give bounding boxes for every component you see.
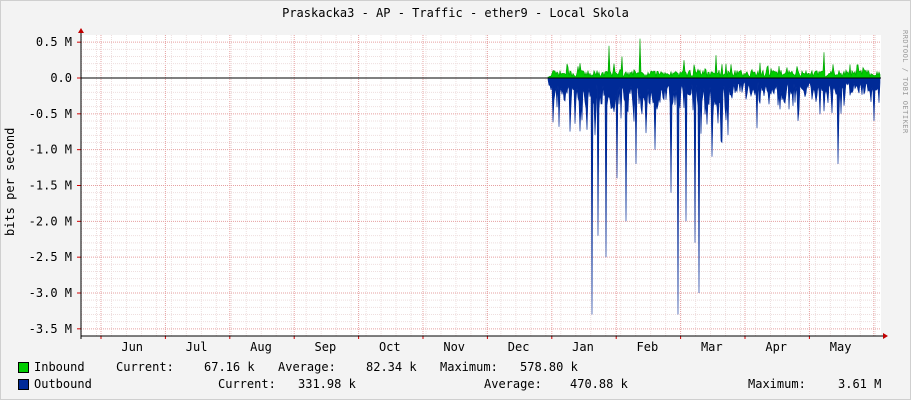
legend-inbound-current: 67.16 k [204, 360, 255, 374]
x-tick-label-may: May [830, 340, 852, 354]
x-tick-label-aug: Aug [250, 340, 272, 354]
legend-inbound-average-label: Average: [278, 360, 336, 374]
x-tick-label-feb: Feb [637, 340, 659, 354]
x-tick-label-sep: Sep [315, 340, 337, 354]
outbound-area [547, 77, 881, 315]
legend-inbound-maximum: 578.80 k [520, 360, 578, 374]
y-tick-label: -0.5 M [29, 107, 72, 121]
legend-inbound-name: Inbound [34, 360, 85, 374]
legend-outbound-name: Outbound [34, 377, 92, 391]
x-tick-label-jun: Jun [121, 340, 143, 354]
y-tick-label: -2.0 M [29, 214, 72, 228]
inbound-swatch [18, 362, 29, 373]
chart-title: Praskacka3 - AP - Traffic - ether9 - Loc… [282, 6, 629, 20]
axes [77, 28, 888, 339]
legend-inbound-average: 82.34 k [366, 360, 417, 374]
x-tick-label-mar: Mar [701, 340, 723, 354]
grid [81, 35, 881, 336]
y-tick-label: -1.5 M [29, 179, 72, 193]
x-tick-label-nov: Nov [443, 340, 465, 354]
outbound-swatch [18, 379, 29, 390]
y-tick-label: -3.5 M [29, 322, 72, 336]
y-tick-labels: 0.5 M 0.0 -0.5 M -1.0 M -1.5 M -2.0 M -2.5 M -3… [29, 35, 72, 336]
series-areas [547, 38, 881, 315]
x-tick-label-oct: Oct [379, 340, 401, 354]
y-axis-arrow [78, 28, 84, 33]
y-tick-label: -3.0 M [29, 286, 72, 300]
legend-outbound-current: 331.98 k [298, 377, 356, 391]
x-tick-label-jan: Jan [572, 340, 594, 354]
legend-inbound-maximum-label: Maximum: [440, 360, 498, 374]
x-tick-labels: Jun Jul Aug Sep Oct Nov Dec Jan Feb Mar Apr May [121, 340, 851, 354]
y-tick-label: -2.5 M [29, 250, 72, 264]
legend-outbound-current-label: Current: [218, 377, 276, 391]
x-tick-label-jul: Jul [186, 340, 208, 354]
x-tick-label-apr: Apr [765, 340, 787, 354]
legend-outbound-average: 470.88 k [570, 377, 628, 391]
watermark: RRDTOOL / TOBI OETIKER [901, 30, 909, 134]
y-tick-label: -1.0 M [29, 143, 72, 157]
x-tick-label-dec: Dec [508, 340, 530, 354]
legend-outbound-maximum: 3.61 M [838, 377, 882, 391]
legend-outbound-average-label: Average: [484, 377, 542, 391]
y-tick-label: 0.0 [50, 71, 72, 85]
y-tick-label: 0.5 M [36, 35, 72, 49]
inbound-area [547, 38, 881, 79]
legend-inbound-current-label: Current: [116, 360, 174, 374]
x-axis-arrow [883, 333, 888, 339]
legend-outbound-maximum-label: Maximum: [748, 377, 806, 391]
